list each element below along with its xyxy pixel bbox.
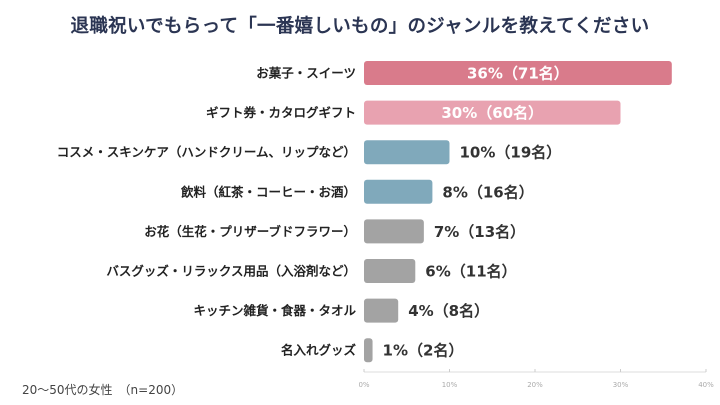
category-label: 名入れグッズ	[281, 343, 357, 358]
category-label: 飲料（紅茶・コーヒー・お酒）	[180, 184, 356, 199]
data-label: 36%（71名）	[467, 65, 569, 83]
data-label: 10%（19名）	[460, 144, 562, 162]
x-tick-label: 10%	[442, 381, 458, 389]
sample-note: 20〜50代の女性 （n=200）	[22, 383, 184, 397]
bar	[364, 298, 399, 323]
data-label: 30%（60名）	[441, 104, 543, 122]
category-label: お菓子・スイーツ	[256, 66, 356, 81]
x-tick-label: 40%	[698, 381, 714, 389]
bar	[364, 338, 373, 363]
category-label: バスグッズ・リラックス用品（入浴剤など）	[106, 264, 356, 279]
data-label: 7%（13名）	[434, 223, 525, 241]
bar	[364, 219, 424, 244]
bar	[364, 259, 416, 283]
x-tick-label: 30%	[613, 381, 629, 389]
category-label: ギフト券・カタログギフト	[206, 105, 356, 120]
x-tick-label: 0%	[358, 381, 369, 389]
bar	[364, 140, 450, 165]
category-label: キッチン雑貨・食器・タオル	[193, 303, 356, 318]
bar	[364, 179, 433, 204]
data-label: 4%（8名）	[408, 302, 489, 320]
chart-title: 退職祝いでもらって「一番嬉しいもの」のジャンルを教えてください	[70, 16, 650, 37]
category-label: お花（生花・プリザーブドフラワー）	[144, 224, 356, 239]
bar	[364, 61, 672, 85]
data-label: 1%（2名）	[383, 342, 464, 360]
x-tick-label: 20%	[527, 381, 543, 389]
data-label: 8%（16名）	[442, 183, 533, 201]
bar	[364, 100, 621, 125]
data-label: 6%（11名）	[425, 263, 516, 281]
category-label: コスメ・スキンケア（ハンドクリーム、リップなど）	[57, 145, 356, 160]
